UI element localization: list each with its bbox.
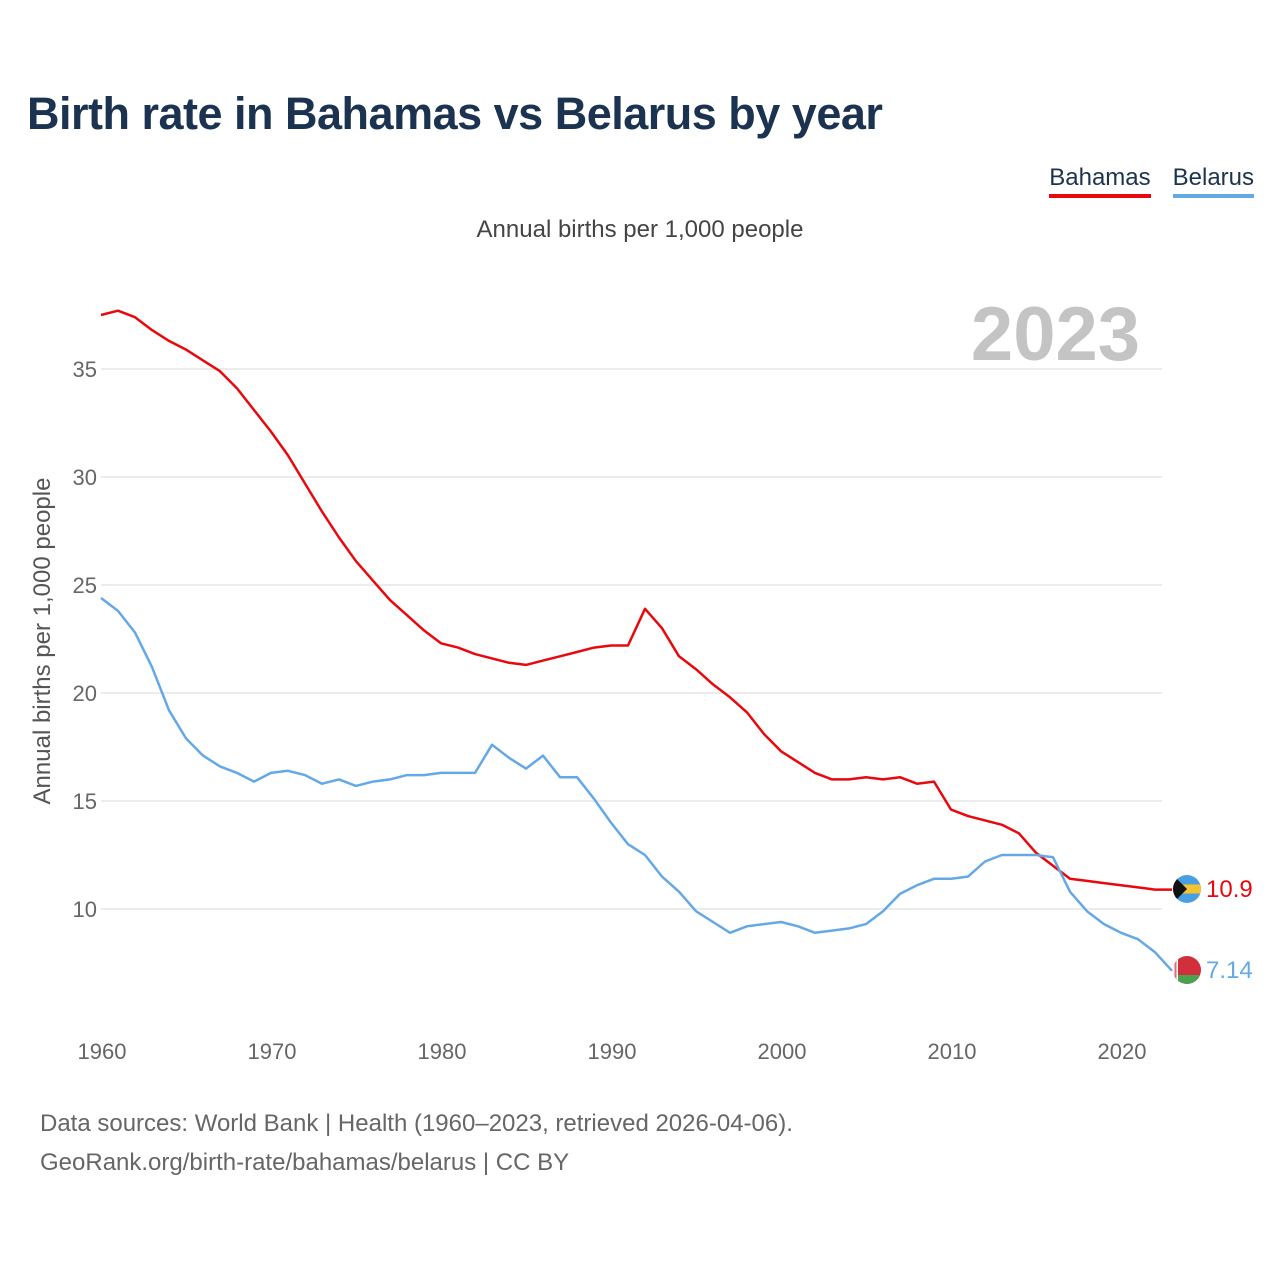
end-label-bahamas: 10.9 (1206, 876, 1253, 903)
legend: Bahamas Belarus (1049, 164, 1254, 198)
belarus-flag-icon (1173, 956, 1201, 984)
legend-item-belarus[interactable]: Belarus (1172, 164, 1254, 198)
x-tick-label: 1960 (78, 1039, 127, 1064)
end-markers (1173, 875, 1201, 984)
series-line-bahamas (100, 309, 1172, 891)
footer-sources: Data sources: World Bank | Health (1960–… (40, 1110, 793, 1137)
y-tick-label: 10 (73, 897, 97, 922)
y-tick-label: 35 (73, 357, 97, 382)
y-axis-ticks: 10 15 20 25 30 35 (73, 357, 97, 922)
legend-item-bahamas[interactable]: Bahamas (1049, 164, 1151, 198)
y-tick-label: 15 (73, 789, 97, 814)
x-tick-label: 1980 (418, 1039, 467, 1064)
y-tick-label: 30 (73, 465, 97, 490)
x-tick-label: 2020 (1098, 1039, 1147, 1064)
y-tick-label: 25 (73, 573, 97, 598)
footer: Data sources: World Bank | Health (1960–… (40, 1104, 793, 1182)
end-label-belarus: 7.14 (1206, 957, 1253, 984)
year-watermark: 2023 (971, 292, 1140, 377)
x-tick-label: 2010 (928, 1039, 977, 1064)
chart-title: Birth rate in Bahamas vs Belarus by year (27, 88, 883, 139)
series-line-belarus (100, 597, 1173, 972)
x-tick-label: 2000 (758, 1039, 807, 1064)
x-axis-ticks: 1960 1970 1980 1990 2000 2010 2020 (78, 1039, 1147, 1064)
y-tick-label: 20 (73, 681, 97, 706)
bahamas-flag-icon (1173, 875, 1201, 903)
x-tick-label: 1970 (248, 1039, 297, 1064)
series-lines (100, 309, 1173, 972)
y-axis-label: Annual births per 1,000 people (29, 478, 56, 805)
line-chart: 10 15 20 25 30 35 1960 1970 1980 1990 2000 2010 202… (29, 292, 1253, 1064)
chart-subtitle: Annual births per 1,000 people (476, 216, 804, 243)
x-tick-label: 1990 (588, 1039, 637, 1064)
grid-lines (101, 368, 1162, 910)
footer-link[interactable]: GeoRank.org/birth-rate/bahamas/belarus |… (40, 1149, 570, 1176)
